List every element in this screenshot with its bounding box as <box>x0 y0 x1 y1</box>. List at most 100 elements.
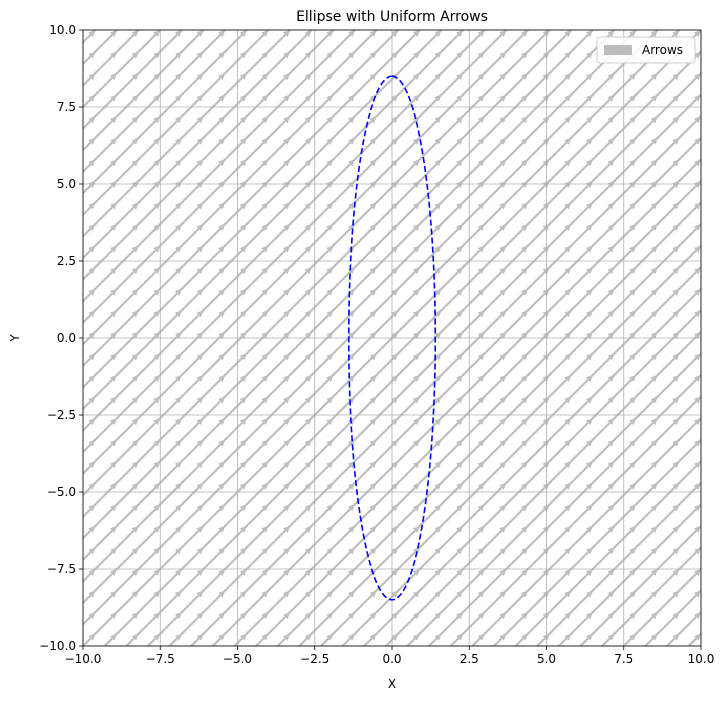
arrow <box>83 524 97 540</box>
arrow <box>613 395 638 419</box>
arrow <box>137 611 162 635</box>
arrow <box>289 158 313 182</box>
arrow <box>462 395 486 419</box>
arrow <box>656 136 681 161</box>
arrow <box>310 266 335 290</box>
arrow <box>116 330 140 355</box>
arrow <box>449 632 465 646</box>
arrow <box>224 503 248 527</box>
arrow <box>678 93 701 118</box>
arrow <box>202 223 227 247</box>
arrow <box>635 244 659 268</box>
arrow <box>116 50 140 74</box>
arrow <box>181 158 205 182</box>
arrow <box>527 460 551 484</box>
arrow <box>332 50 356 74</box>
arrow <box>527 546 551 570</box>
arrow <box>224 223 248 247</box>
arrow <box>354 460 378 484</box>
arrow <box>202 524 227 549</box>
arrow <box>94 503 118 527</box>
arrow <box>267 244 292 268</box>
arrow <box>181 481 205 506</box>
arrow <box>635 546 659 570</box>
arrow <box>592 309 616 333</box>
arrow <box>397 330 421 355</box>
arrow <box>483 201 508 225</box>
arrow <box>202 611 227 635</box>
arrow <box>592 266 616 290</box>
arrow <box>159 568 183 592</box>
arrow <box>137 223 162 247</box>
arrow <box>116 158 140 182</box>
arrow <box>267 568 292 592</box>
arrow <box>613 179 638 204</box>
arrow <box>483 72 508 96</box>
arrow <box>548 330 573 355</box>
arrow <box>622 632 638 646</box>
arrow <box>319 632 335 646</box>
arrow <box>202 352 227 376</box>
arrow <box>635 223 659 247</box>
arrow <box>462 244 486 268</box>
arrow <box>224 330 248 355</box>
arrow <box>548 93 573 118</box>
arrow <box>375 30 400 53</box>
arrow <box>94 438 118 462</box>
arrow <box>354 395 378 419</box>
ellipse-curve <box>347 75 437 601</box>
arrow <box>440 524 465 549</box>
arrow <box>83 632 97 646</box>
arrow <box>289 50 313 74</box>
arrow <box>332 611 356 635</box>
arrow <box>159 50 183 74</box>
arrow <box>94 158 118 182</box>
arrow <box>94 373 118 398</box>
arrow <box>116 72 140 96</box>
arrow <box>181 589 205 613</box>
arrow <box>224 244 248 268</box>
arrow <box>635 158 659 182</box>
arrow <box>440 481 465 506</box>
arrow <box>678 373 701 398</box>
arrow <box>527 115 551 139</box>
arrow <box>483 611 508 635</box>
arrow <box>137 72 162 96</box>
arrow <box>116 589 140 613</box>
arrow <box>267 524 292 549</box>
arrow <box>440 309 465 333</box>
arrow <box>557 632 573 646</box>
arrow <box>613 373 638 398</box>
arrow <box>678 201 701 225</box>
arrow <box>527 136 551 161</box>
arrow <box>592 546 616 570</box>
arrow <box>440 30 465 53</box>
arrow <box>592 460 616 484</box>
legend-label-arrows: Arrows <box>642 43 683 57</box>
arrow <box>159 460 183 484</box>
arrow <box>202 373 227 398</box>
arrow <box>656 524 681 549</box>
arrow <box>613 330 638 355</box>
arrow <box>570 223 594 247</box>
arrow <box>483 503 508 527</box>
arrow <box>570 115 594 139</box>
arrow <box>483 223 508 247</box>
arrow <box>419 223 443 247</box>
arrow <box>159 438 183 462</box>
arrow <box>527 158 551 182</box>
arrow <box>483 546 508 570</box>
arrow <box>116 223 140 247</box>
x-tick-label: 0.0 <box>382 652 401 666</box>
arrow <box>116 179 140 204</box>
arrow <box>267 72 292 96</box>
arrow <box>332 395 356 419</box>
arrow <box>159 309 183 333</box>
arrow <box>505 330 529 355</box>
arrow <box>83 136 97 152</box>
arrow <box>527 438 551 462</box>
arrow <box>159 524 183 549</box>
arrow <box>354 223 378 247</box>
arrow <box>656 309 681 333</box>
arrow <box>678 287 701 312</box>
